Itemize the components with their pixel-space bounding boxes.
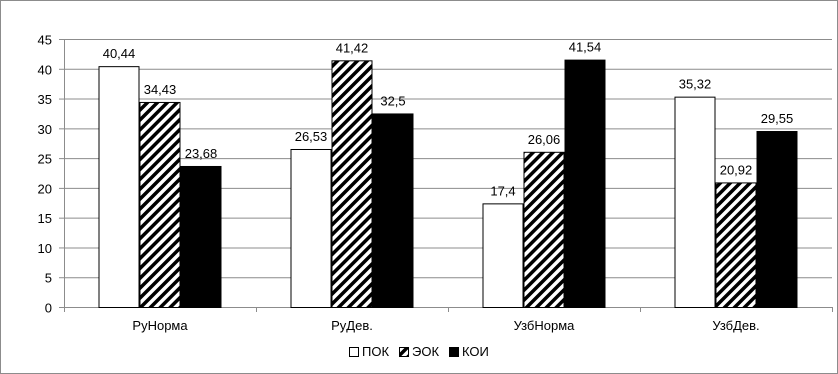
- data-label: 23,68: [185, 146, 218, 161]
- bar-КОИ: [180, 165, 222, 308]
- data-label: 41,54: [569, 40, 602, 55]
- legend-swatch-ЭОК: [399, 347, 409, 357]
- x-tick-label: РуДев.: [331, 318, 373, 333]
- data-label: 26,06: [528, 132, 561, 147]
- bar-ЭОК: [523, 151, 565, 308]
- y-tick-label: 25: [38, 152, 52, 167]
- data-label: 34,43: [144, 82, 177, 97]
- legend-swatch-ПОК: [349, 347, 359, 357]
- bar-КОИ: [756, 131, 798, 308]
- legend-label: КОИ: [462, 344, 489, 359]
- data-label: 29,55: [761, 111, 794, 126]
- bar-КОИ: [372, 113, 414, 308]
- bar-ЭОК: [331, 60, 373, 308]
- data-label: 17,4: [490, 183, 515, 198]
- y-tick-label: 5: [45, 271, 52, 286]
- bar-ЭОК: [139, 101, 181, 308]
- bar-КОИ: [564, 59, 606, 309]
- data-label: 32,5: [380, 93, 405, 108]
- bar-ПОК: [98, 66, 140, 308]
- data-label: 40,44: [103, 46, 136, 61]
- bar-ПОК: [290, 148, 332, 308]
- legend-swatch-КОИ: [449, 347, 459, 357]
- y-tick-label: 30: [38, 122, 52, 137]
- data-label: 35,32: [679, 77, 712, 92]
- x-tick-label: УзбДев.: [712, 318, 759, 333]
- bars: [98, 59, 798, 309]
- y-tick-label: 45: [38, 33, 52, 48]
- y-tick-label: 35: [38, 92, 52, 107]
- data-label: 41,42: [336, 40, 369, 55]
- x-tick-label: РуНорма: [132, 318, 188, 333]
- y-tick-label: 20: [38, 181, 52, 196]
- bar-ПОК: [482, 203, 524, 308]
- bar-ПОК: [674, 96, 716, 308]
- data-label: 26,53: [295, 129, 328, 144]
- y-tick-label: 10: [38, 241, 52, 256]
- axes: 0 5 10 15 20 25 30 35 40 45 РуНорма РуДев. УзбНорма У…: [38, 33, 833, 333]
- y-tick-label: 40: [38, 62, 52, 77]
- x-tick-label: УзбНорма: [514, 318, 576, 333]
- legend: ПОК ЭОК КОИ: [349, 344, 489, 359]
- y-tick-label: 15: [38, 211, 52, 226]
- legend-label: ЭОК: [412, 344, 439, 359]
- data-label: 20,92: [720, 162, 753, 177]
- bar-ЭОК: [715, 182, 757, 308]
- data-labels: 40,44 34,43 23,68 26,53 41,42 32,5 17,4 26,06 41…: [103, 40, 794, 199]
- legend-label: ПОК: [362, 344, 389, 359]
- y-tick-label: 0: [45, 301, 52, 316]
